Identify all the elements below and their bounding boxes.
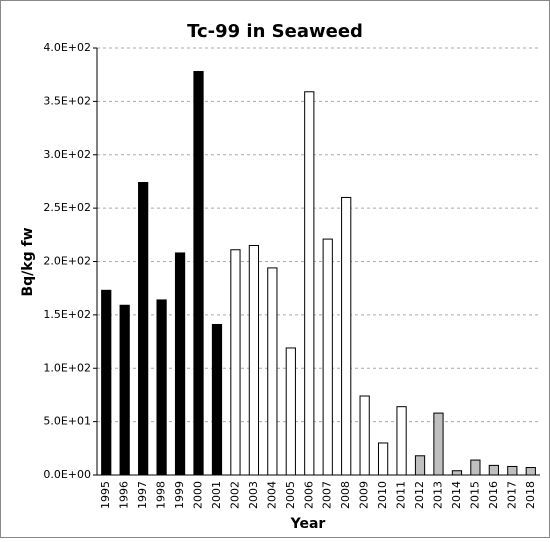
chart-title: Tc-99 in Seaweed (187, 21, 363, 42)
y-tick-label: 2.5E+02 (43, 201, 91, 214)
x-tick-label: 2014 (450, 481, 463, 509)
bar (119, 304, 130, 476)
bar (525, 467, 536, 476)
x-tick-label: 2008 (339, 481, 352, 509)
bar (507, 465, 518, 476)
x-tick-label: 2007 (321, 481, 334, 509)
bar (377, 442, 389, 476)
bar (359, 395, 370, 476)
bar (174, 252, 186, 476)
x-tick-label: 2018 (524, 481, 537, 509)
bar (414, 455, 426, 476)
x-tick-label: 2013 (431, 481, 444, 509)
bar (193, 70, 204, 476)
x-tick-label: 2011 (395, 481, 408, 509)
y-tick-label: 5.0E+01 (43, 415, 91, 428)
x-axis-label: Year (290, 516, 326, 532)
x-tick-label: 2012 (413, 481, 426, 509)
bar (211, 323, 223, 476)
x-tick-label: 1995 (99, 481, 112, 509)
x-tick-label: 2000 (192, 481, 205, 509)
bar (230, 249, 241, 476)
x-tick-label: 1996 (118, 481, 131, 509)
x-tick-label: 2009 (358, 481, 371, 509)
y-tick-label: 1.5E+02 (43, 308, 91, 321)
bar (156, 299, 167, 476)
x-tick-label: 2004 (265, 481, 278, 509)
y-axis-label: Bq/kg fw (20, 227, 36, 296)
bar (304, 91, 315, 476)
bar (248, 244, 260, 476)
x-tick-label: 2006 (302, 481, 315, 509)
x-tick-label: 2010 (376, 481, 389, 509)
bar (267, 267, 278, 476)
y-tick-label: 2.0E+02 (43, 255, 91, 268)
bar (396, 406, 407, 476)
x-tick-label: 2016 (487, 481, 500, 509)
bar (470, 459, 481, 476)
x-tick-label: 1998 (155, 481, 168, 509)
bar (488, 464, 499, 476)
bar (322, 238, 333, 476)
y-tick-label: 1.0E+02 (43, 361, 91, 374)
bar (451, 470, 463, 476)
bar (285, 347, 296, 476)
y-tick-label: 4.0E+02 (43, 41, 91, 54)
y-tick-label: 3.0E+02 (43, 148, 91, 161)
y-tick-label: 0.0E+00 (43, 468, 91, 481)
x-tick-label: 2002 (228, 481, 241, 509)
x-tick-label: 2015 (468, 481, 481, 509)
bar (138, 182, 149, 476)
bar (433, 412, 444, 476)
x-tick-label: 2017 (505, 481, 518, 509)
bar (101, 289, 112, 476)
x-tick-label: 1999 (173, 481, 186, 509)
y-tick-label: 3.5E+02 (43, 94, 91, 107)
x-tick-label: 1997 (136, 481, 149, 509)
x-tick-label: 2001 (210, 481, 223, 509)
x-tick-label: 2005 (284, 481, 297, 509)
x-tick-label: 2003 (247, 481, 260, 509)
bar (341, 196, 352, 476)
